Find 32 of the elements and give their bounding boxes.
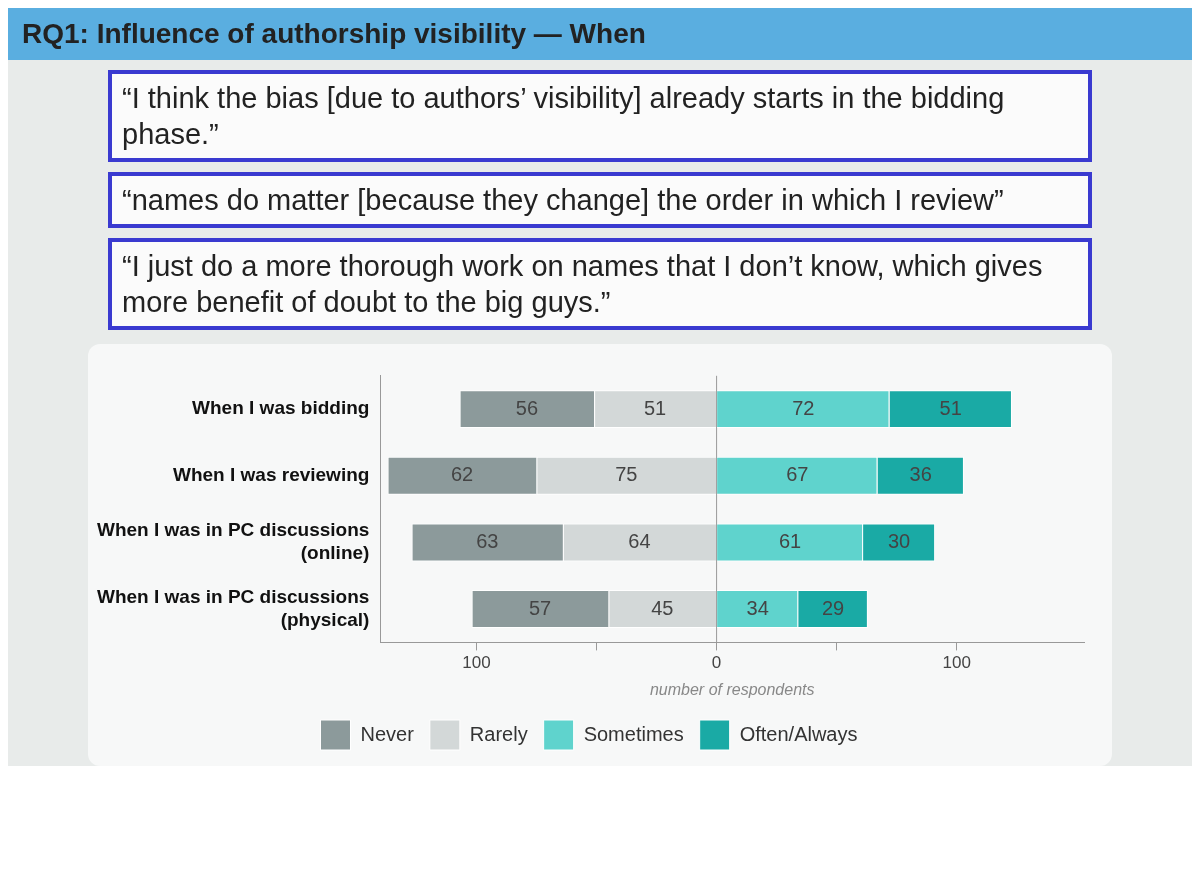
legend-label: Often/Always — [739, 722, 858, 745]
data-label: 29 — [821, 596, 845, 619]
data-label: 51 — [643, 396, 667, 419]
legend-label: Never — [360, 722, 415, 745]
data-label: 30 — [887, 529, 911, 552]
x-tick-label: 0 — [711, 653, 722, 673]
x-axis-title: number of respondents — [649, 680, 815, 698]
legend-label: Sometimes — [583, 722, 684, 745]
text: “I just do a more thorough work on names that I don’t know, which gives more benefit of doubt to the big guys.” — [108, 238, 1092, 330]
y-tick-label: When I was bidding — [192, 397, 370, 419]
y-tick-label: When I was in PC discussions (online) — [96, 519, 370, 564]
data-label: 63 — [476, 529, 499, 552]
data-label: 45 — [651, 596, 674, 619]
y-tick-label: When I was reviewing — [173, 464, 370, 486]
legend-label: Rarely — [469, 722, 528, 745]
chart-title: RQ1: Influence of authorship visibility — When — [8, 8, 1192, 60]
data-label: 64 — [628, 529, 651, 552]
data-label: 75 — [615, 463, 638, 486]
data-label: 56 — [515, 396, 538, 419]
data-label: 36 — [909, 463, 932, 486]
x-tick-label: 100 — [462, 653, 491, 673]
data-label: 34 — [746, 596, 769, 619]
text: “I think the bias [due to authors’ visibility] already starts in the bidding phase.” — [108, 70, 1092, 162]
data-label: 61 — [778, 529, 802, 552]
data-label: 57 — [528, 596, 552, 619]
y-tick-label: When I was in PC discussions (physical) — [96, 585, 370, 630]
data-label: 72 — [792, 396, 815, 419]
x-tick-label: 100 — [942, 653, 971, 673]
text: “names do matter [because they change] the order in which I review” — [108, 172, 1092, 228]
data-label: 67 — [786, 463, 809, 486]
data-label: 62 — [450, 463, 474, 486]
data-label: 51 — [939, 396, 962, 419]
